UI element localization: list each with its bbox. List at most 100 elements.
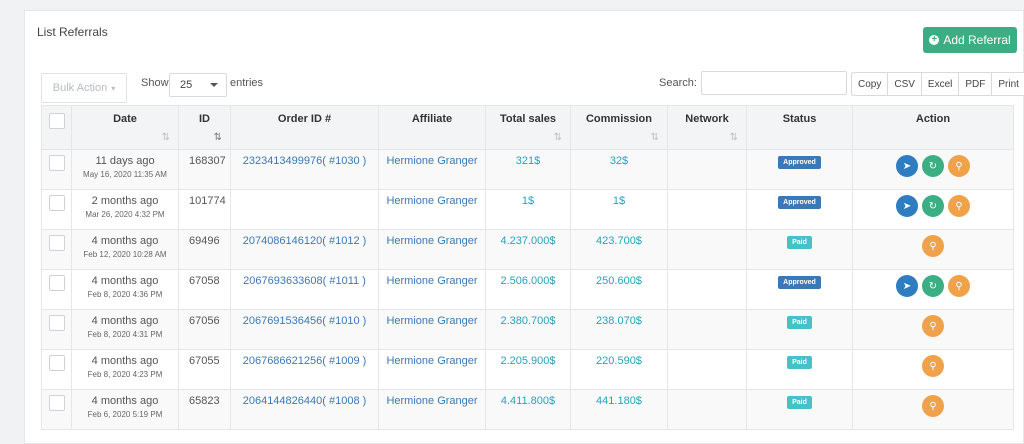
full-date: Feb 6, 2020 5:19 PM: [87, 410, 163, 419]
row-checkbox[interactable]: [48, 195, 65, 211]
pdf-button[interactable]: PDF: [959, 73, 993, 95]
paper-plane-icon[interactable]: ➤: [896, 195, 918, 217]
search-icon[interactable]: ⚲: [948, 195, 970, 217]
commission-cell: 423.700$: [570, 229, 668, 270]
csv-button[interactable]: CSV: [888, 73, 922, 95]
search-icon[interactable]: ⚲: [948, 155, 970, 177]
relative-date: 4 months ago: [91, 275, 159, 287]
status-badge: Paid: [787, 316, 812, 329]
affiliate-link[interactable]: Hermione Granger: [378, 189, 486, 230]
status-badge: Paid: [787, 236, 812, 249]
order-id-link[interactable]: 2323413499976( #1030 ): [230, 149, 379, 190]
row-actions: ⚲: [922, 235, 944, 257]
row-checkbox[interactable]: [48, 275, 65, 291]
chevron-down-icon: [210, 83, 218, 87]
network-cell: [667, 269, 747, 310]
row-checkbox[interactable]: [48, 395, 65, 411]
table-row: 4 months ago Feb 12, 2020 10:28 AM 69496 20…: [41, 229, 1014, 270]
paper-plane-icon[interactable]: ➤: [896, 275, 918, 297]
add-referral-button[interactable]: + Add Referral: [923, 27, 1017, 53]
search-label: Search:: [659, 77, 697, 89]
action-cell: ➤ ↻ ⚲: [852, 149, 1014, 190]
affiliate-link[interactable]: Hermione Granger: [378, 229, 486, 270]
total-sales-cell: 321$: [485, 149, 571, 190]
date-cell: 11 days ago May 16, 2020 11:35 AM: [71, 149, 179, 190]
sort-icon: ⇅: [650, 132, 659, 143]
page-title: List Referrals: [37, 25, 108, 39]
table-row: 2 months ago Mar 26, 2020 4:32 PM 101774 He…: [41, 189, 1014, 230]
network-cell: [667, 309, 747, 350]
order-id-link[interactable]: 2064144826440( #1008 ): [230, 389, 379, 430]
status-cell: Paid: [746, 389, 853, 430]
commission-cell: 238.070$: [570, 309, 668, 350]
row-actions: ➤ ↻ ⚲: [896, 195, 970, 217]
column-header-date[interactable]: Date ⇅: [71, 105, 179, 150]
referrals-table: Date ⇅ ID ⇅ Order ID # Affiliate Total sal…: [41, 105, 1014, 430]
column-header-id[interactable]: ID ⇅: [178, 105, 231, 150]
row-actions: ⚲: [922, 315, 944, 337]
affiliate-link[interactable]: Hermione Granger: [378, 309, 486, 350]
column-header-total-sales[interactable]: Total sales ⇅: [485, 105, 571, 150]
order-id-link[interactable]: 2067691536456( #1010 ): [230, 309, 379, 350]
relative-date: 4 months ago: [91, 315, 159, 327]
network-cell: [667, 149, 747, 190]
relative-date: 4 months ago: [91, 395, 159, 407]
table-row: 11 days ago May 16, 2020 11:35 AM 168307 23…: [41, 149, 1014, 190]
table-header-row: Date ⇅ ID ⇅ Order ID # Affiliate Total sal…: [41, 105, 1014, 150]
order-id-link[interactable]: [230, 189, 379, 230]
search-icon[interactable]: ⚲: [922, 235, 944, 257]
row-checkbox[interactable]: [48, 155, 65, 171]
date-cell: 4 months ago Feb 8, 2020 4:23 PM: [71, 349, 179, 390]
excel-button[interactable]: Excel: [922, 73, 960, 95]
affiliate-link[interactable]: Hermione Granger: [378, 349, 486, 390]
full-date: Mar 26, 2020 4:32 PM: [85, 210, 165, 219]
row-select-cell: [41, 189, 72, 230]
copy-button[interactable]: Copy: [852, 73, 889, 95]
bulk-action-dropdown[interactable]: Bulk Action ▾: [41, 73, 127, 103]
action-cell: ➤ ↻ ⚲: [852, 269, 1014, 310]
status-badge: Approved: [778, 276, 821, 289]
affiliate-link[interactable]: Hermione Granger: [378, 389, 486, 430]
search-icon[interactable]: ⚲: [922, 395, 944, 417]
row-checkbox[interactable]: [48, 355, 65, 371]
print-button[interactable]: Print: [998, 78, 1019, 90]
network-cell: [667, 229, 747, 270]
refresh-icon[interactable]: ↻: [922, 275, 944, 297]
search-icon[interactable]: ⚲: [922, 315, 944, 337]
row-checkbox[interactable]: [48, 235, 65, 251]
order-id-link[interactable]: 2067693633608( #1011 ): [230, 269, 379, 310]
row-select-cell: [41, 309, 72, 350]
network-cell: [667, 349, 747, 390]
id-cell: 69496: [178, 229, 231, 270]
date-cell: 2 months ago Mar 26, 2020 4:32 PM: [71, 189, 179, 230]
status-badge: Paid: [787, 396, 812, 409]
entries-label: entries: [230, 77, 264, 89]
affiliate-link[interactable]: Hermione Granger: [378, 269, 486, 310]
sort-icon: ⇅: [161, 132, 170, 143]
order-id-link[interactable]: 2074086146120( #1012 ): [230, 229, 379, 270]
id-cell: 168307: [178, 149, 231, 190]
select-all-header: [41, 105, 72, 150]
search-input[interactable]: [701, 71, 847, 95]
id-cell: 67056: [178, 309, 231, 350]
affiliate-link[interactable]: Hermione Granger: [378, 149, 486, 190]
row-actions: ➤ ↻ ⚲: [896, 155, 970, 177]
page-size-select[interactable]: 25: [169, 73, 227, 97]
bulk-action-label: Bulk Action: [52, 82, 108, 94]
row-select-cell: [41, 349, 72, 390]
network-cell: [667, 389, 747, 430]
action-cell: ➤ ↻ ⚲: [852, 189, 1014, 230]
row-checkbox[interactable]: [48, 315, 65, 331]
total-sales-cell: 2.380.700$: [485, 309, 571, 350]
select-all-checkbox[interactable]: [48, 113, 65, 129]
row-actions: ➤ ↻ ⚲: [896, 275, 970, 297]
column-header-network[interactable]: Network ⇅: [667, 105, 747, 150]
search-icon[interactable]: ⚲: [922, 355, 944, 377]
add-referral-label: Add Referral: [943, 33, 1011, 47]
order-id-link[interactable]: 2067686621256( #1009 ): [230, 349, 379, 390]
column-header-commission[interactable]: Commission ⇅: [570, 105, 668, 150]
search-icon[interactable]: ⚲: [948, 275, 970, 297]
refresh-icon[interactable]: ↻: [922, 195, 944, 217]
refresh-icon[interactable]: ↻: [922, 155, 944, 177]
paper-plane-icon[interactable]: ➤: [896, 155, 918, 177]
